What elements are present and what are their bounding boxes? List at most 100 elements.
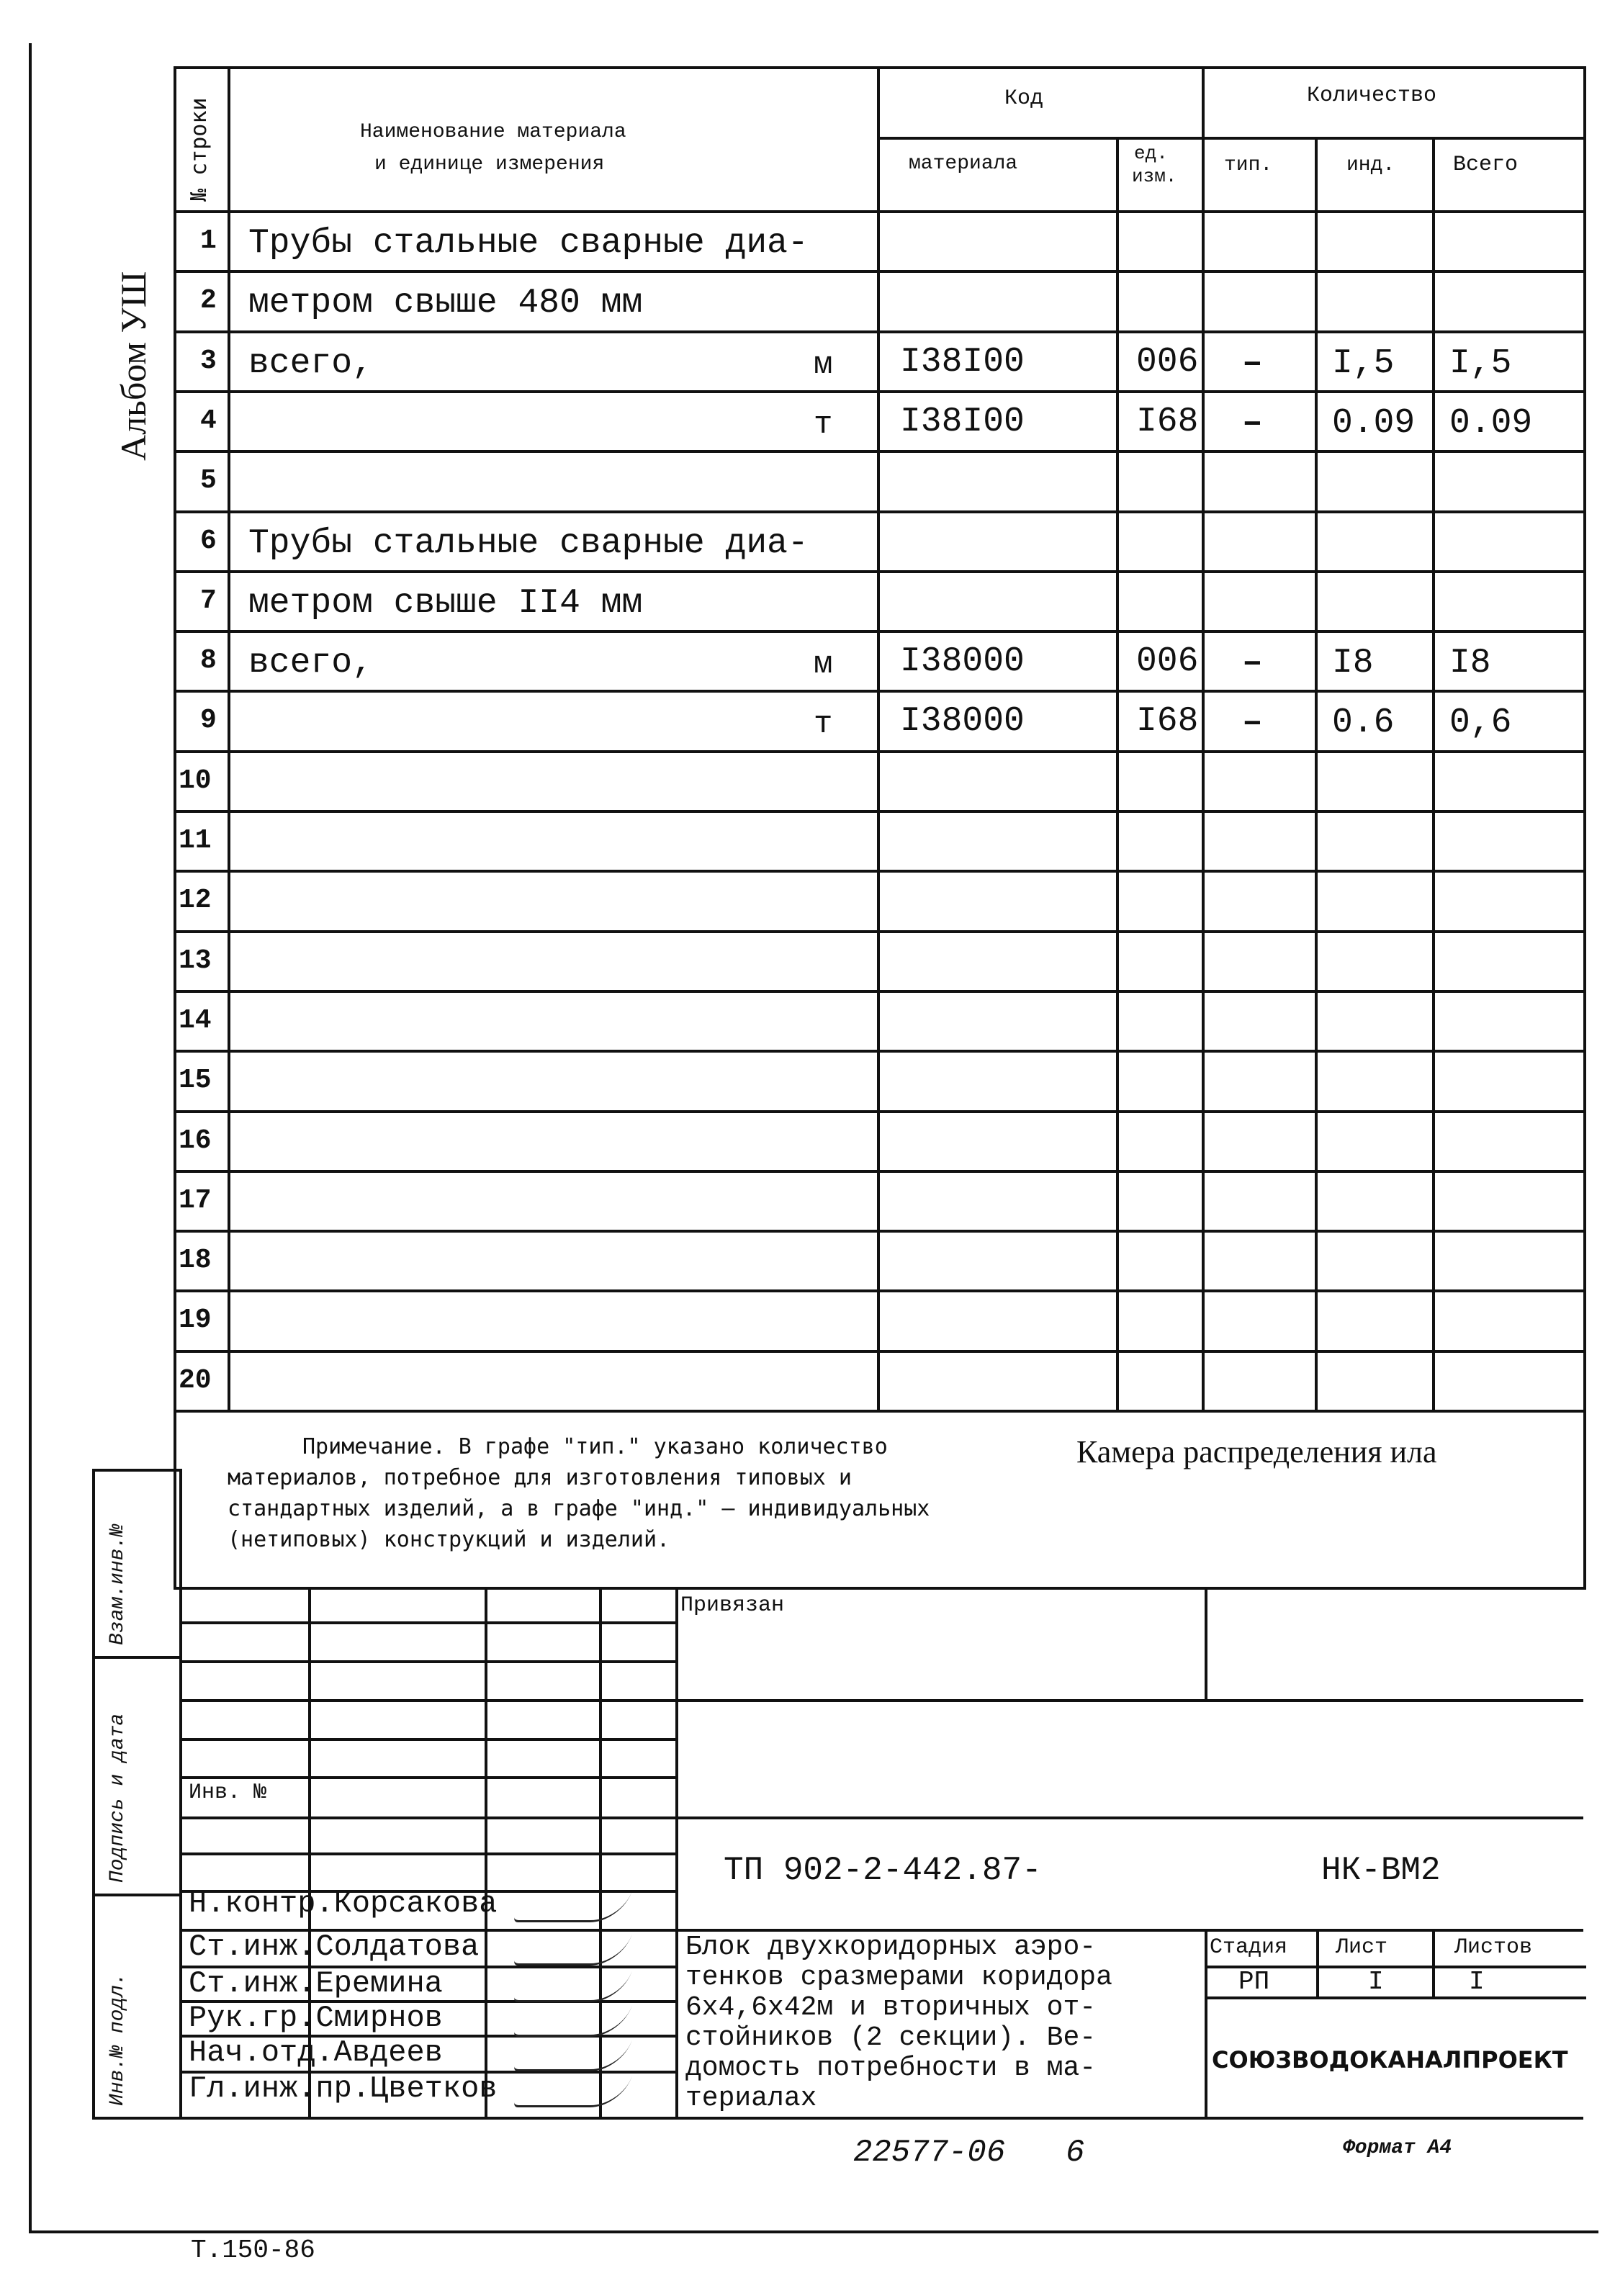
description-line: Блок двухкоридорных аэро- [685, 1932, 1097, 1963]
sheet-title: Камера распределения ила [1076, 1434, 1437, 1469]
row-number: 1 [200, 225, 217, 256]
material-name: всего, [248, 344, 373, 383]
table-rule [179, 1587, 182, 2117]
table-row [174, 810, 1586, 870]
organization-name: СОЮЗВОДОКАНАЛПРОЕКТ [1212, 2046, 1568, 2074]
table-row [174, 750, 1586, 810]
table-row [174, 1170, 1586, 1230]
unit-symbol: м [814, 347, 833, 383]
header-code-unit: ед. [1134, 143, 1168, 164]
table-rule [174, 1230, 1586, 1233]
table-row [174, 630, 1586, 690]
row-number: 4 [200, 405, 217, 436]
qty-tip: – [1242, 703, 1263, 742]
row-number: 7 [200, 585, 217, 616]
signer-role: Рук.гр. [189, 2001, 316, 2035]
table-rule [174, 690, 1586, 693]
signer-role: Ст.инж. [189, 1966, 316, 2001]
table-rule [179, 1776, 675, 1779]
unit-symbol: т [814, 706, 833, 742]
table-rule [179, 2035, 675, 2038]
signer-role: Н.контр. [189, 1886, 334, 1921]
table-rule [675, 1816, 1583, 1819]
table-rule [675, 1699, 1583, 1702]
table-rule [1432, 137, 1435, 1410]
qty-ind: I,5 [1332, 344, 1395, 383]
table-rule [1583, 66, 1586, 1587]
header-code-material: материала [909, 153, 1018, 175]
table-rule [179, 1660, 675, 1663]
table-rule [179, 1816, 675, 1819]
table-rule [179, 2000, 675, 2003]
table-rule [92, 2117, 179, 2120]
note-line: (нетиповых) конструкций и изделий. [228, 1527, 670, 1552]
row-number: 8 [200, 645, 217, 676]
page-number: 6 [1066, 2135, 1085, 2171]
qty-total: 0.09 [1449, 404, 1533, 443]
signer-name: Авдеев [333, 2035, 443, 2070]
signer-name: Солдатова [315, 1930, 480, 1964]
table-rule [675, 1929, 1583, 1932]
stage-value: РП [1238, 1967, 1270, 1996]
unit-code: 006 [1136, 642, 1199, 681]
signer-name: Еремина [315, 1966, 443, 2001]
table-rule [179, 1929, 675, 1932]
signer-entry: Ст.инж. Солдатова [189, 1932, 479, 1962]
table-row [174, 930, 1586, 990]
table-rule [174, 630, 1586, 633]
qty-ind: I8 [1332, 644, 1374, 683]
table-rule [179, 2071, 675, 2074]
signature-mark [513, 1935, 632, 1966]
unit-code: I68 [1136, 402, 1199, 441]
table-rule [228, 66, 230, 1410]
qty-tip: – [1242, 404, 1263, 443]
table-rule [174, 870, 1586, 873]
table-rule [174, 810, 1586, 813]
table-rule [174, 270, 1586, 273]
row-number: 13 [179, 945, 212, 976]
table-rule [179, 1738, 675, 1741]
sheets-label: Листов [1454, 1935, 1533, 1960]
signature-mark [513, 2076, 632, 2107]
qty-total: I,5 [1449, 344, 1512, 383]
table-rule [1202, 66, 1205, 1410]
row-number: 16 [179, 1125, 212, 1156]
material-code: I38I00 [900, 402, 1025, 441]
signer-role: Нач.отд. [189, 2035, 334, 2070]
material-code: I38I00 [900, 343, 1025, 382]
table-rule [485, 1587, 487, 2117]
header-qty-total: Всего [1453, 153, 1519, 177]
side-inv-label: Инв.№ подл. [107, 1973, 129, 2106]
note-line: Примечание. В графе "тип." указано колич… [302, 1434, 888, 1459]
table-rule [179, 1621, 675, 1624]
header-quantity: Количество [1307, 84, 1437, 108]
signer-entry: Н.контр. Корсакова [189, 1888, 497, 1919]
sheet-label: Лист [1336, 1935, 1388, 1960]
row-number: 3 [200, 346, 217, 377]
header-name-line1: Наименование материала [360, 121, 626, 143]
header-code-unit2: изм. [1132, 166, 1177, 187]
unit-symbol: т [814, 407, 833, 443]
table-rule [174, 66, 176, 1587]
table-rule [92, 1656, 179, 1659]
signer-entry: Гл.инж.пр. Цветков [189, 2074, 497, 2104]
inv-no-label: Инв. № [189, 1780, 267, 1805]
table-rule [29, 2230, 1598, 2233]
row-number: 11 [179, 825, 212, 856]
description-line: домость потребности в ма- [685, 2053, 1097, 2084]
row-number: 2 [200, 285, 217, 316]
sheet-code: НК-ВМ2 [1321, 1852, 1441, 1889]
table-row [174, 1350, 1586, 1410]
table-rule [1432, 1929, 1435, 1996]
material-name: Трубы стальные сварные диа- [248, 224, 809, 263]
table-rule [179, 1890, 675, 1893]
signer-entry: Ст.инж. Еремина [189, 1968, 443, 1999]
table-rule [1116, 137, 1119, 1410]
table-rule [174, 1350, 1586, 1353]
stage-label: Стадия [1210, 1935, 1288, 1960]
row-number: 9 [200, 705, 217, 736]
table-rule [174, 1289, 1586, 1292]
signer-role: Гл.инж.пр. [189, 2071, 371, 2106]
material-name: Трубы стальные сварные диа- [248, 524, 809, 563]
qty-ind: 0.09 [1332, 404, 1416, 443]
